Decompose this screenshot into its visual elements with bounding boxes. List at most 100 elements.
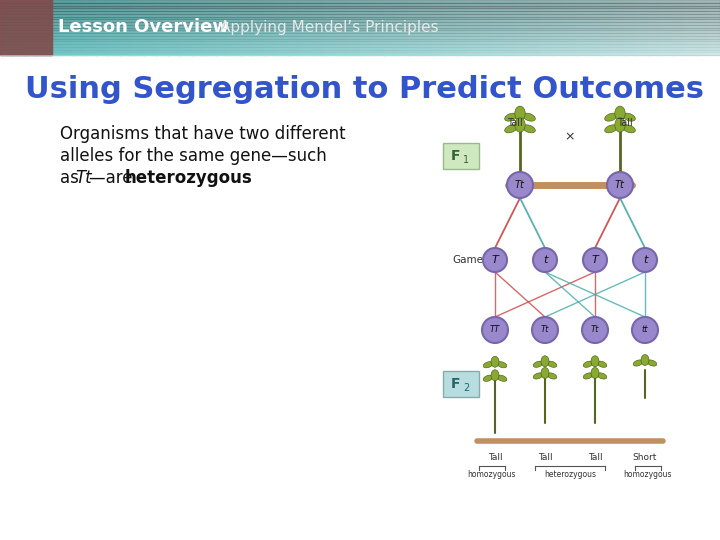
Bar bbox=[588, 0, 601, 55]
Bar bbox=[48, 0, 61, 55]
Text: Tt: Tt bbox=[541, 326, 549, 334]
Text: as: as bbox=[60, 169, 84, 187]
Circle shape bbox=[583, 248, 607, 272]
Text: Gametes: Gametes bbox=[452, 255, 499, 265]
Ellipse shape bbox=[491, 370, 499, 381]
Bar bbox=[228, 0, 241, 55]
Bar bbox=[0, 22, 720, 25]
Bar bbox=[372, 0, 385, 55]
Bar bbox=[576, 0, 589, 55]
Bar bbox=[0, 41, 720, 44]
Bar bbox=[240, 0, 253, 55]
Ellipse shape bbox=[547, 373, 557, 379]
Bar bbox=[108, 0, 121, 55]
Ellipse shape bbox=[641, 354, 649, 366]
Bar bbox=[0, 47, 720, 50]
Text: TT: TT bbox=[490, 326, 500, 334]
Bar bbox=[492, 0, 505, 55]
Text: Lesson Overview: Lesson Overview bbox=[58, 18, 229, 37]
Bar bbox=[168, 0, 181, 55]
Ellipse shape bbox=[597, 361, 607, 367]
Ellipse shape bbox=[541, 367, 549, 379]
Text: Short: Short bbox=[633, 453, 657, 462]
Bar bbox=[0, 36, 720, 38]
Bar bbox=[0, 50, 720, 52]
Bar bbox=[120, 0, 133, 55]
Bar bbox=[528, 0, 541, 55]
Bar bbox=[144, 0, 157, 55]
Text: tt: tt bbox=[642, 326, 648, 334]
Bar bbox=[636, 0, 649, 55]
Text: Tall: Tall bbox=[588, 453, 603, 462]
Text: Organisms that have two different: Organisms that have two different bbox=[60, 125, 346, 143]
Bar bbox=[420, 0, 433, 55]
Circle shape bbox=[582, 317, 608, 343]
Bar bbox=[0, 0, 13, 55]
Circle shape bbox=[633, 248, 657, 272]
Bar bbox=[348, 0, 361, 55]
Text: T: T bbox=[492, 255, 498, 265]
Bar bbox=[0, 38, 720, 41]
Circle shape bbox=[532, 317, 558, 343]
Text: T: T bbox=[592, 255, 598, 265]
Bar bbox=[288, 0, 301, 55]
Bar bbox=[504, 0, 517, 55]
Bar bbox=[0, 19, 720, 22]
Text: .: . bbox=[221, 169, 226, 187]
Ellipse shape bbox=[541, 356, 549, 367]
Circle shape bbox=[533, 248, 557, 272]
Text: F: F bbox=[451, 149, 461, 163]
Bar bbox=[192, 0, 205, 55]
Ellipse shape bbox=[483, 362, 492, 368]
Bar bbox=[0, 25, 720, 28]
Ellipse shape bbox=[591, 356, 599, 367]
Ellipse shape bbox=[483, 375, 492, 381]
Bar bbox=[0, 17, 720, 19]
Bar bbox=[0, 0, 52, 55]
Bar bbox=[0, 28, 720, 30]
Text: —are: —are bbox=[89, 169, 138, 187]
Bar bbox=[60, 0, 73, 55]
Bar bbox=[216, 0, 229, 55]
Text: F: F bbox=[451, 377, 461, 391]
Bar bbox=[312, 0, 325, 55]
Ellipse shape bbox=[623, 113, 635, 121]
Bar bbox=[132, 0, 145, 55]
Bar bbox=[300, 0, 313, 55]
Ellipse shape bbox=[491, 356, 499, 367]
Bar bbox=[24, 0, 37, 55]
Bar bbox=[84, 0, 97, 55]
Bar bbox=[660, 0, 673, 55]
Circle shape bbox=[507, 172, 533, 198]
Bar bbox=[156, 0, 169, 55]
Ellipse shape bbox=[583, 373, 593, 379]
Ellipse shape bbox=[498, 362, 507, 368]
Bar bbox=[540, 0, 553, 55]
Bar bbox=[96, 0, 109, 55]
Bar bbox=[396, 0, 409, 55]
Bar bbox=[444, 0, 457, 55]
Ellipse shape bbox=[534, 361, 543, 367]
Bar bbox=[624, 0, 637, 55]
Bar bbox=[276, 0, 289, 55]
Text: ×: × bbox=[564, 130, 575, 143]
Ellipse shape bbox=[515, 118, 525, 132]
Bar bbox=[0, 5, 720, 8]
Text: Tall: Tall bbox=[487, 453, 503, 462]
Bar bbox=[0, 52, 720, 55]
Bar bbox=[336, 0, 349, 55]
Text: alleles for the same gene—such: alleles for the same gene—such bbox=[60, 147, 327, 165]
Bar bbox=[612, 0, 625, 55]
Ellipse shape bbox=[523, 113, 536, 121]
Bar bbox=[264, 0, 277, 55]
Text: heterozygous: heterozygous bbox=[544, 470, 596, 479]
Ellipse shape bbox=[591, 367, 599, 379]
Ellipse shape bbox=[505, 113, 517, 121]
Bar bbox=[684, 0, 697, 55]
Text: Tt: Tt bbox=[75, 169, 91, 187]
Bar bbox=[480, 0, 493, 55]
Bar bbox=[564, 0, 577, 55]
Bar bbox=[468, 0, 481, 55]
Text: heterozygous: heterozygous bbox=[125, 169, 253, 187]
Text: Tall: Tall bbox=[617, 118, 633, 128]
